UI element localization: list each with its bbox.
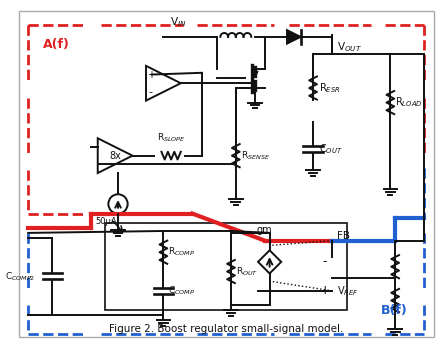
Text: -: -	[149, 87, 153, 97]
Text: R$_{SLOPE}$: R$_{SLOPE}$	[157, 132, 185, 144]
Text: +: +	[319, 284, 330, 297]
Text: Figure 2. Boost regulator small-signal model.: Figure 2. Boost regulator small-signal m…	[109, 324, 343, 334]
Text: C$_{COMP}$: C$_{COMP}$	[168, 285, 195, 297]
Text: FB: FB	[337, 231, 350, 241]
Bar	[106, 223, 347, 310]
Text: 50μA: 50μA	[95, 217, 117, 226]
Text: R$_{SENSE}$: R$_{SENSE}$	[241, 149, 270, 162]
Text: -: -	[323, 255, 327, 268]
Text: R$_{LOAD}$: R$_{LOAD}$	[395, 96, 423, 109]
Text: C$_{OUT}$: C$_{OUT}$	[319, 142, 343, 156]
Text: C$_{COMP2}$: C$_{COMP2}$	[4, 270, 35, 283]
Text: +: +	[147, 70, 155, 80]
Text: R$_{OUT}$: R$_{OUT}$	[236, 265, 258, 278]
Text: V$_{IN}$: V$_{IN}$	[169, 15, 186, 29]
Text: A(f): A(f)	[43, 38, 70, 51]
Text: 8x: 8x	[109, 151, 121, 161]
Text: V$_{REF}$: V$_{REF}$	[337, 284, 359, 298]
Text: B(f): B(f)	[381, 304, 407, 317]
Text: gm: gm	[257, 225, 273, 235]
Polygon shape	[287, 30, 301, 44]
Text: R$_{ESR}$: R$_{ESR}$	[319, 81, 341, 95]
Text: R$_{COMP}$: R$_{COMP}$	[168, 246, 195, 259]
Text: V$_{OUT}$: V$_{OUT}$	[337, 40, 363, 54]
